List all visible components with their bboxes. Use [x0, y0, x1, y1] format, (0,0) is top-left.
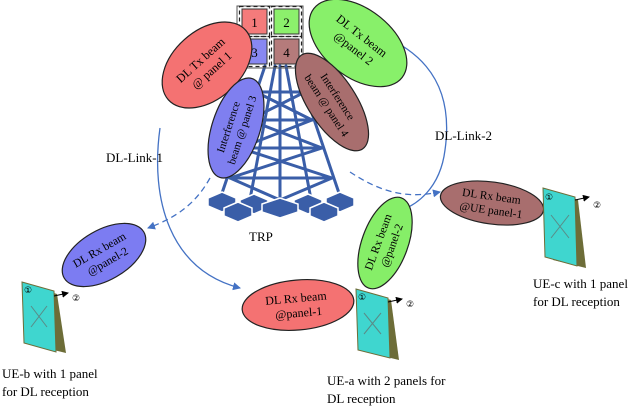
- dl-link-1-label: DL-Link-1: [106, 150, 163, 165]
- ue-a-caption-line2: DL reception: [327, 391, 396, 406]
- ue-a-caption-line1: UE-a with 2 panels for: [327, 373, 446, 388]
- trp-panel-array: 1 2 3 4: [236, 5, 304, 69]
- dl-link-2-label: DL-Link-2: [435, 128, 492, 143]
- panel-1-label: 1: [251, 15, 258, 30]
- panel-3-label: 3: [251, 45, 258, 60]
- ue-b-caption-line1: UE-b with 1 panel: [2, 366, 98, 381]
- ue-a-device: ① ②: [355, 288, 414, 360]
- trp-panel-2: 2: [270, 5, 303, 38]
- dl-rx-beam-ue-a-panel-2: DL Rx beam @panel-2: [357, 196, 413, 290]
- ue-b-device: ① ②: [21, 281, 80, 353]
- interference-beam-panel-3: Interference beam @ panel 3: [207, 77, 265, 179]
- trp-panel-1: 1: [238, 5, 271, 38]
- dl-link-1-curve: [156, 127, 241, 291]
- ue-c-caption-line1: UE-c with 1 panel: [533, 276, 628, 291]
- ue-c-panel-back-mark: ②: [593, 201, 601, 211]
- ue-b-panel-front-mark: ①: [24, 286, 32, 296]
- beam-rx-a1-line1: DL Rx beam: [265, 288, 328, 307]
- dl-rx-beam-ue-c-panel-1: DL Rx beam @UE panel-1: [439, 180, 545, 226]
- dl-rx-beam-ue-b-panel-2: DL Rx beam @panel-2: [61, 222, 147, 288]
- ue-c-device: ① ②: [542, 187, 601, 268]
- ue-a-panel-back-mark: ②: [406, 300, 414, 310]
- ue-a-panel-front-mark: ①: [358, 293, 366, 303]
- svg-text:DL Rx beam @panel-1: DL Rx beam @panel-1: [265, 288, 332, 323]
- ue-b-caption-line2: for DL reception: [2, 384, 89, 399]
- ue-c-caption-line2: for DL reception: [533, 294, 620, 309]
- ue-c-panel-front-mark: ①: [545, 193, 553, 203]
- dl-tx-beam-panel-1: DL Tx beam @ panel 1: [161, 21, 253, 109]
- interference-path-b: [147, 177, 211, 230]
- ue-b-panel-back-mark: ②: [72, 294, 80, 304]
- trp-label: TRP: [249, 229, 273, 244]
- interference-path-c: [349, 171, 441, 198]
- panel-2-label: 2: [283, 15, 290, 30]
- dl-rx-beam-ue-a-panel-1: DL Rx beam @panel-1: [241, 279, 355, 331]
- panel-4-label: 4: [283, 45, 290, 60]
- dl-tx-beam-panel-2: DL Tx beam @panel 2: [308, 0, 408, 88]
- trp-panel-4: 4: [270, 35, 303, 68]
- beam-rx-a1-line2: @panel-1: [275, 304, 323, 322]
